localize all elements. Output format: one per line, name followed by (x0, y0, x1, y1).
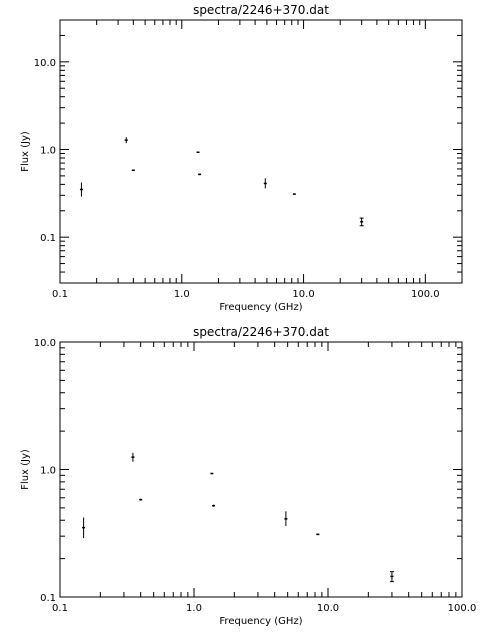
chart-title: spectra/2246+370.dat (193, 325, 329, 339)
x-tick-label: 10.0 (292, 289, 314, 300)
y-tick-label: 0.1 (40, 233, 56, 244)
data-point (316, 533, 320, 536)
y-axis-label: Flux (Jy) (20, 131, 31, 172)
data-point (284, 511, 288, 527)
chart-title: spectra/2246+370.dat (193, 3, 329, 17)
plot-frame (59, 341, 463, 598)
x-tick-label: 0.1 (52, 603, 68, 614)
data-point (210, 472, 214, 475)
chart-top: spectra/2246+370.dat 0.1 1.0 10.0 100.0 0.1 1.… (20, 3, 463, 313)
plot-frame (59, 19, 463, 284)
data-point (82, 517, 86, 539)
y-axis-label: Flux (Jy) (20, 449, 31, 490)
data-point (389, 571, 394, 583)
data-point (124, 137, 128, 144)
y-tick-label: 1.0 (40, 145, 56, 156)
x-tick-label: 100.0 (411, 289, 440, 300)
x-tick-label: 1.0 (186, 603, 202, 614)
data-point (198, 173, 202, 176)
y-tick-label: 10.0 (34, 58, 56, 69)
x-axis-label: Frequency (GHz) (219, 616, 302, 627)
data-point (292, 193, 296, 195)
x-tick-label: 10.0 (317, 603, 339, 614)
x-tick-label: 0.1 (52, 289, 68, 300)
data-point (139, 498, 143, 501)
data-point (196, 151, 200, 154)
data-point (212, 504, 216, 507)
y-tick-label: 1.0 (40, 466, 56, 477)
data-point (79, 182, 83, 197)
y-tick-label: 0.1 (40, 593, 56, 604)
x-axis-label: Frequency (GHz) (219, 302, 302, 313)
y-tick-label: 10.0 (34, 338, 56, 349)
data-point (359, 217, 364, 227)
data-point (131, 452, 135, 462)
chart-bottom: spectra/2246+370.dat 0.1 1.0 10.0 100.0 0.1 1.… (20, 325, 476, 627)
data-point (263, 178, 267, 189)
x-tick-label: 100.0 (448, 603, 477, 614)
data-point (131, 169, 135, 171)
x-tick-label: 1.0 (174, 289, 190, 300)
